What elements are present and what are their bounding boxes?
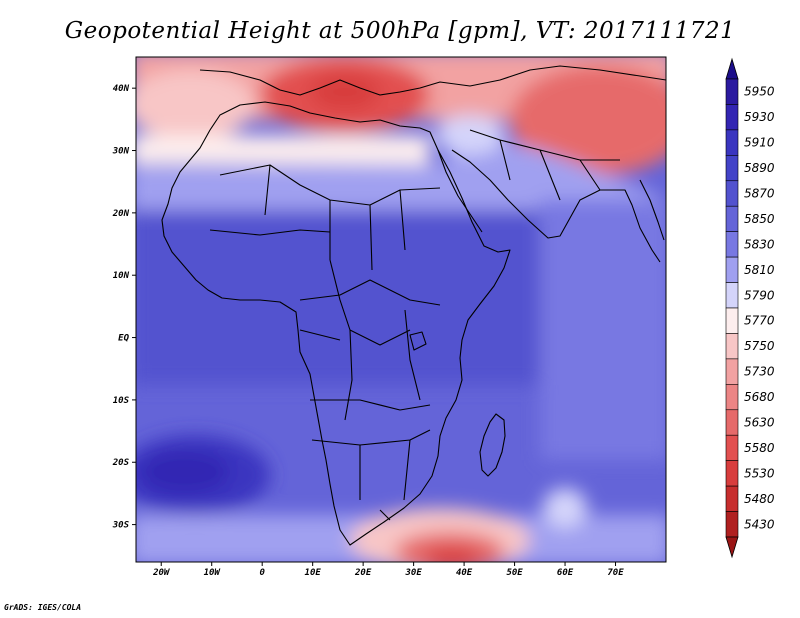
field-band-white: [136, 135, 430, 165]
colorbar-label: 5730: [744, 365, 775, 379]
madagascar-coastline: [479, 413, 506, 477]
lat-tick-label: 10N: [113, 271, 130, 281]
lon-tick-label: 50E: [506, 568, 523, 578]
colorbar-label: 5770: [744, 314, 775, 328]
field-sw-high-core: [140, 450, 230, 494]
middle-east-borders: [469, 129, 620, 201]
colorbar-swatch: [725, 333, 739, 360]
colorbar-label: 5810: [744, 263, 775, 277]
latitude-axis: 40N 30N 20N 10N EQ 10S 20S 30S: [112, 84, 136, 531]
longitude-axis: 20W 10W 0 10E 20E 30E 40E 50E 60E 70E: [152, 562, 624, 578]
lon-tick-label: 70E: [607, 568, 624, 578]
field-nile-lightblue: [435, 115, 505, 155]
colorbar-swatch: [725, 205, 739, 232]
map-title: Geopotential Height at 500hPa [gpm], VT:…: [64, 18, 736, 44]
europe-coastline: [199, 65, 666, 96]
colorbar-label: 5630: [744, 416, 775, 430]
colorbar-label: 5480: [744, 492, 775, 506]
africa-coastline: [161, 101, 511, 546]
arabia-coastline: [451, 149, 661, 263]
lon-tick-label: 60E: [557, 568, 574, 578]
field-tropics: [136, 210, 550, 385]
colorbar-label: 5930: [744, 110, 775, 124]
colorbar-swatch: [725, 282, 739, 309]
colorbar-swatch: [725, 104, 739, 131]
lat-tick-label: 10S: [113, 396, 130, 406]
lat-tick-label: 40N: [113, 84, 130, 94]
field-sa-core: [424, 548, 480, 562]
lat-tick-label: 20S: [112, 458, 130, 468]
lon-tick-label: 10E: [305, 568, 322, 578]
field-arabia-red: [510, 65, 666, 175]
colorbar-label: 5430: [744, 517, 775, 531]
colorbar-swatch: [725, 434, 739, 461]
colorbar: 5950 5930 5910 5890 5870 5850 5830 5810 5790 5770…: [725, 57, 775, 559]
field-nw-pink: [136, 70, 255, 140]
colorbar-swatch: [725, 256, 739, 283]
field-indian-ocean: [540, 200, 666, 460]
lon-tick-label: 20E: [354, 568, 372, 578]
lon-tick-label: 40E: [456, 568, 473, 578]
colorbar-swatch: [725, 180, 739, 207]
lon-tick-label: 0: [259, 568, 265, 578]
north-africa-borders: [209, 164, 441, 271]
colorbar-swatch: [725, 231, 739, 258]
field-med-core: [310, 74, 380, 110]
colorbar-top-arrow: [725, 57, 739, 80]
lon-tick-label: 20W: [152, 568, 171, 578]
coastlines: [161, 65, 666, 546]
central-africa-borders: [299, 259, 441, 421]
colorbar-swatch: [725, 384, 739, 411]
colorbar-swatch: [725, 485, 739, 512]
colorbar-label: 5680: [744, 390, 775, 404]
colorbar-label: 5530: [744, 466, 775, 480]
red-sea-coast: [437, 149, 483, 233]
colorbar-label: 5830: [744, 237, 775, 251]
colorbar-label: 5750: [744, 339, 775, 353]
colorbar-label: 5870: [744, 187, 775, 201]
colorbar-label: 5890: [744, 161, 775, 175]
lat-tick-label: 30S: [112, 521, 130, 531]
height-field: [136, 57, 666, 562]
colorbar-label: 5790: [744, 288, 775, 302]
colorbar-label: 5910: [744, 136, 775, 150]
colorbar-swatch: [725, 129, 739, 156]
colorbar-bottom-arrow: [725, 536, 739, 559]
colorbar-label: 5580: [744, 441, 775, 455]
colorbar-swatch: [725, 307, 739, 334]
lon-tick-label: 30E: [404, 568, 422, 578]
lat-tick-label: EQ: [118, 334, 129, 344]
colorbar-swatch: [725, 409, 739, 436]
colorbar-swatch: [725, 78, 739, 105]
lon-tick-label: 10W: [204, 568, 222, 578]
colorbar-label: 5950: [744, 85, 775, 99]
field-madagascar-east-light: [543, 488, 587, 528]
grads-credit: GrADS: IGES/COLA: [4, 603, 82, 612]
colorbar-swatch: [725, 511, 739, 538]
india-coastline: [639, 179, 665, 241]
colorbar-swatch: [725, 460, 739, 487]
southern-africa-borders: [310, 399, 431, 521]
lat-tick-label: 30N: [112, 147, 130, 157]
colorbar-label: 5850: [744, 212, 775, 226]
colorbar-swatch: [725, 358, 739, 385]
colorbar-swatch: [725, 155, 739, 182]
lake-victoria: [409, 331, 427, 351]
lat-tick-label: 20N: [112, 209, 130, 219]
plot-frame: [135, 56, 667, 563]
